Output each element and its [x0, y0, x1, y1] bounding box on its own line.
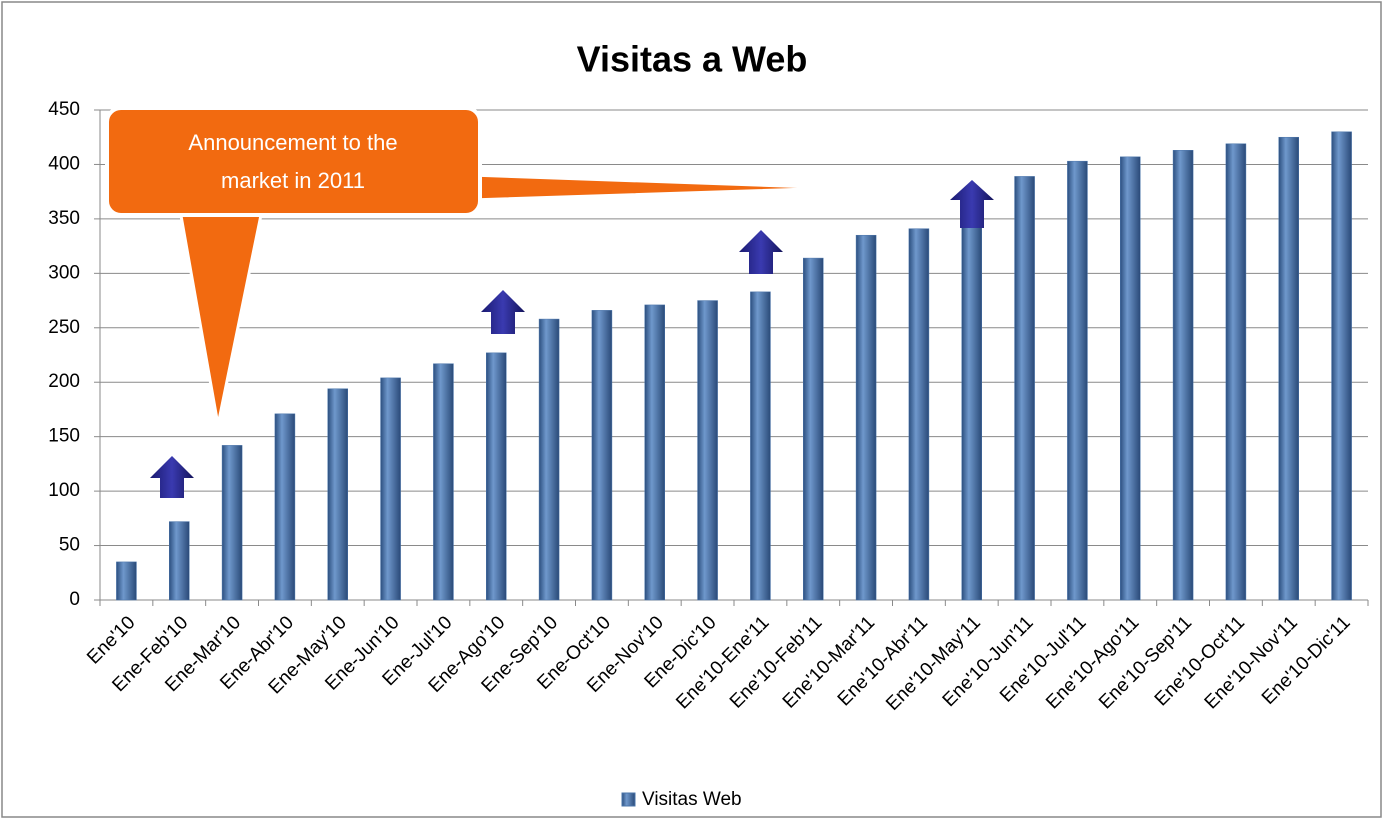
bar — [221, 445, 243, 601]
bar — [327, 388, 348, 601]
bar — [274, 413, 296, 601]
bar — [1067, 160, 1088, 601]
bar — [1278, 136, 1299, 601]
bar — [1014, 176, 1035, 601]
bar — [486, 352, 507, 601]
annotation: market in 2011 — [221, 168, 365, 193]
y-tick-label: 50 — [59, 535, 80, 556]
bar — [1331, 131, 1352, 601]
bar — [380, 377, 401, 601]
chart-title: Visitas a Web — [577, 39, 808, 80]
decorations — [105, 106, 994, 498]
y-tick-label: 150 — [48, 426, 80, 447]
legend-swatch — [621, 792, 636, 807]
bar — [750, 291, 771, 601]
y-tick-label: 450 — [48, 99, 80, 120]
bar — [1120, 156, 1141, 601]
arrow — [950, 180, 994, 228]
bar — [644, 304, 665, 601]
bar — [908, 228, 930, 601]
bar — [116, 561, 137, 601]
y-tick-label: 350 — [48, 208, 80, 229]
bar — [803, 257, 824, 601]
bar — [1172, 150, 1194, 601]
bar — [591, 310, 613, 601]
arrow — [739, 230, 783, 274]
arrow — [150, 456, 194, 498]
bar — [697, 300, 718, 601]
bar — [538, 318, 560, 601]
bar — [855, 234, 877, 601]
annotation: Announcement to the — [188, 130, 397, 155]
y-tick-label: 200 — [48, 371, 80, 392]
y-tick-label: 250 — [48, 317, 80, 338]
bar — [433, 363, 454, 601]
legend-label: Visitas Web — [642, 789, 742, 810]
bar — [961, 211, 982, 601]
y-tick-label: 100 — [48, 480, 80, 501]
bar — [169, 521, 190, 601]
y-tick-label: 300 — [48, 262, 80, 283]
callout-box — [105, 106, 482, 217]
y-tick-label: 400 — [48, 153, 80, 174]
y-tick-label: 0 — [69, 589, 80, 610]
bar — [1225, 143, 1247, 601]
arrow — [481, 290, 525, 334]
